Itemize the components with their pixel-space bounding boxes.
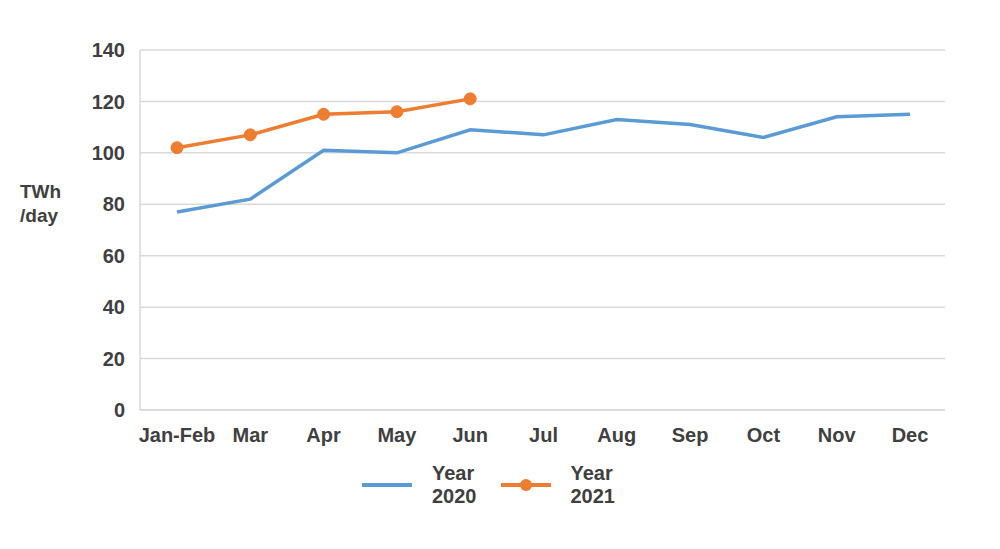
svg-text:Dec: Dec <box>892 424 929 446</box>
html-text:2021: 2021 <box>570 485 615 507</box>
svg-text:80: 80 <box>103 193 125 215</box>
html-text:Year: Year <box>432 462 475 484</box>
svg-text:Aug: Aug <box>597 424 636 446</box>
svg-text:20: 20 <box>103 348 125 370</box>
html-text:Year: Year <box>570 462 613 484</box>
svg-text:60: 60 <box>103 245 125 267</box>
svg-text:100: 100 <box>92 142 125 164</box>
svg-text:Sep: Sep <box>672 424 709 446</box>
svg-text:120: 120 <box>92 91 125 113</box>
svg-text:Jun: Jun <box>452 424 488 446</box>
svg-text:0: 0 <box>114 399 125 421</box>
html-text:TWh: TWh <box>20 181 62 202</box>
html-text:/day: /day <box>20 205 58 226</box>
svg-text:Jan-Feb: Jan-Feb <box>139 424 216 446</box>
svg-text:Oct: Oct <box>747 424 781 446</box>
svg-text:May: May <box>377 424 417 446</box>
svg-text:Mar: Mar <box>233 424 269 446</box>
svg-text:Jul: Jul <box>529 424 558 446</box>
html-text:2020: 2020 <box>432 485 477 507</box>
svg-text:140: 140 <box>92 39 125 61</box>
svg-text:Apr: Apr <box>306 424 341 446</box>
svg-text:40: 40 <box>103 296 125 318</box>
svg-text:Nov: Nov <box>818 424 857 446</box>
